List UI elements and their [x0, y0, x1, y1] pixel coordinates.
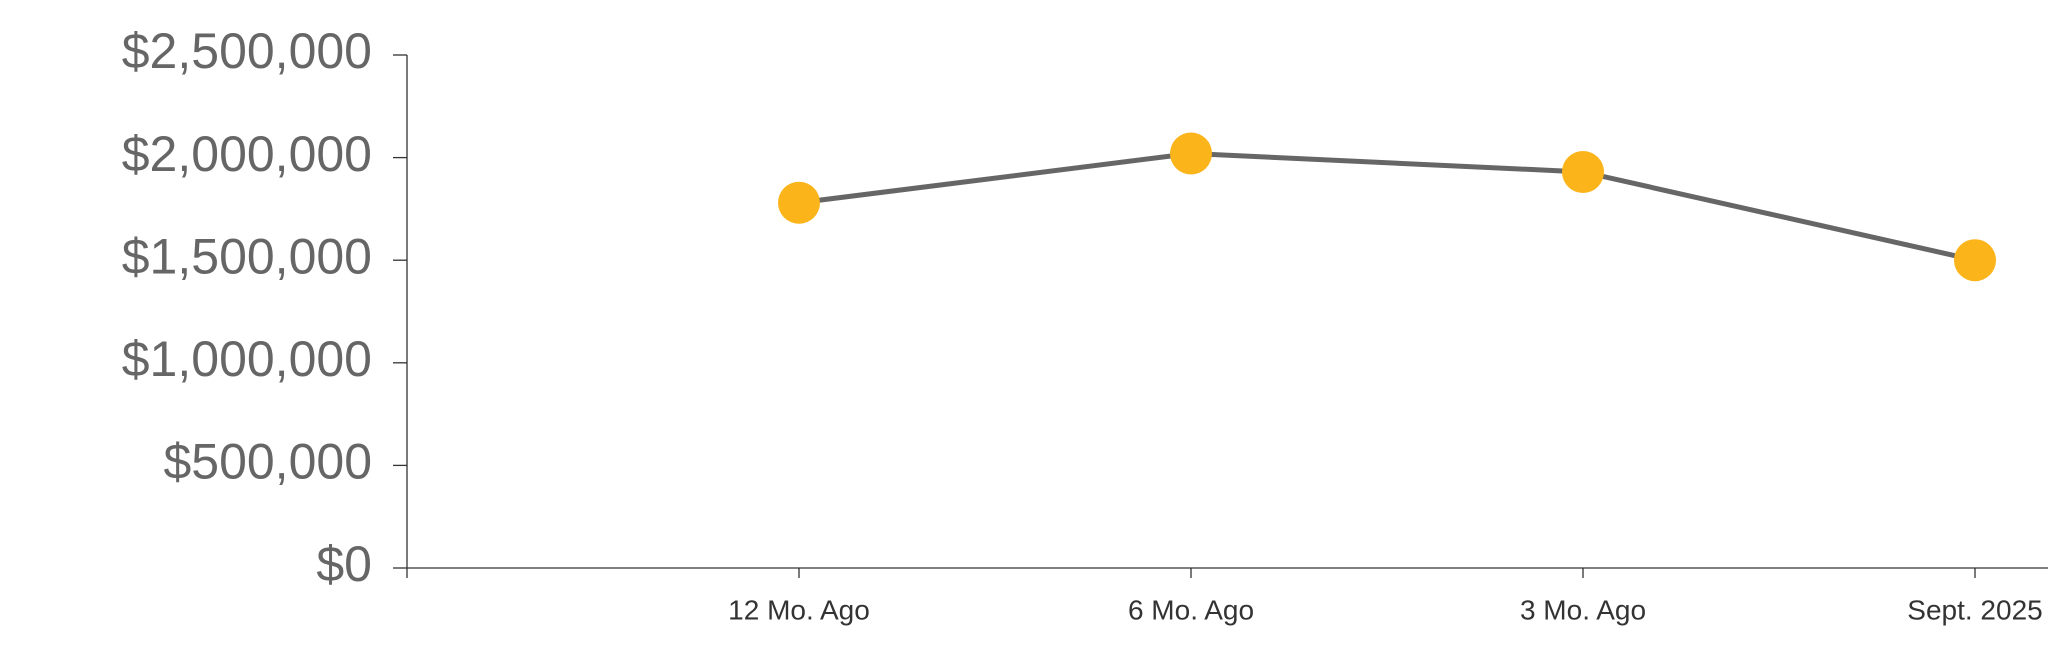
x-tick-label: 6 Mo. Ago [1128, 594, 1254, 625]
marker [1954, 239, 1996, 282]
y-tick-label: $1,000,000 [122, 331, 372, 387]
marker [1170, 132, 1212, 175]
y-tick-label: $500,000 [163, 434, 372, 490]
line [798, 150, 1976, 263]
y-tick-label: $1,500,000 [122, 228, 372, 284]
x-tick-label: Sept. 2025 [1907, 594, 2042, 625]
x-tick-label: 12 Mo. Ago [728, 594, 870, 625]
y-tick-label: $0 [316, 536, 372, 592]
y-tick-label: $2,500,000 [122, 23, 372, 79]
marker [778, 181, 820, 224]
x-tick-label: 3 Mo. Ago [1520, 594, 1646, 625]
y-tick-label: $2,000,000 [122, 126, 372, 182]
marker [1562, 150, 1604, 193]
